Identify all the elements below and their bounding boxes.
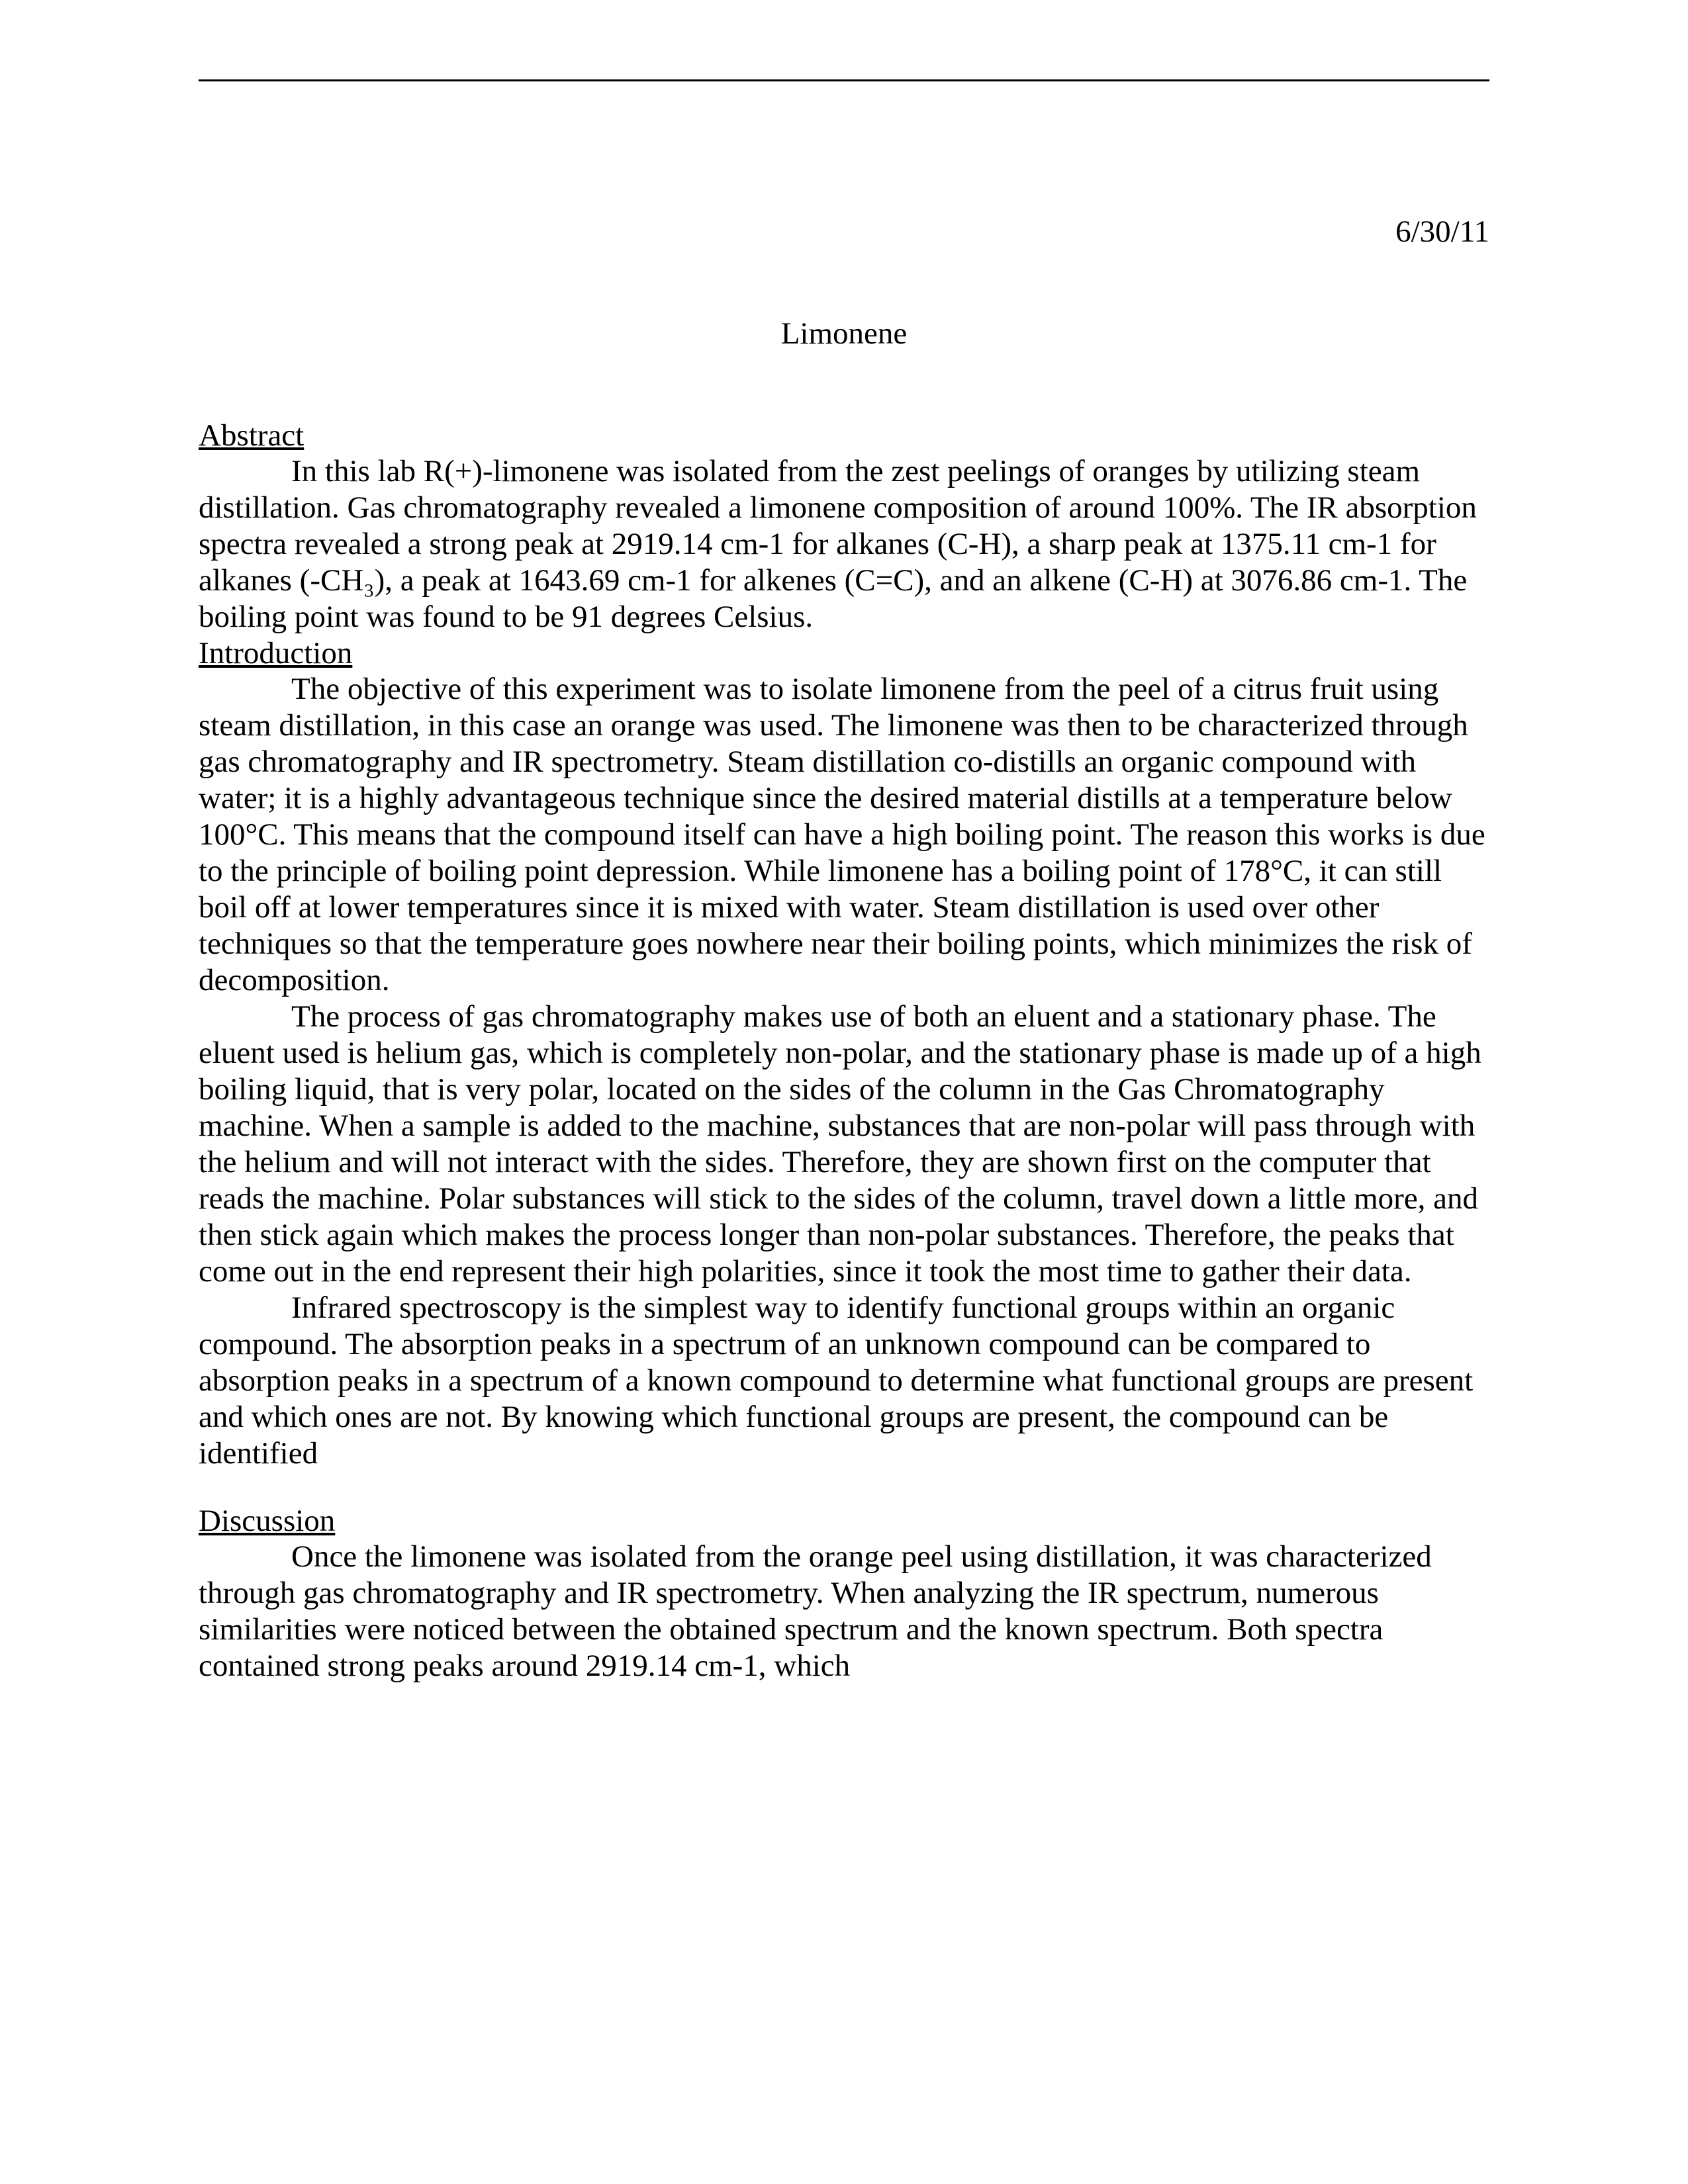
- document-title: Limonene: [199, 316, 1489, 351]
- section-spacer: [199, 1472, 1489, 1503]
- introduction-paragraph-1: The objective of this experiment was to …: [199, 671, 1489, 999]
- introduction-heading: Introduction: [199, 635, 1489, 671]
- abstract-paragraph: In this lab R(+)-limonene was isolated f…: [199, 453, 1489, 635]
- abstract-heading: Abstract: [199, 418, 1489, 453]
- discussion-heading: Discussion: [199, 1503, 1489, 1539]
- discussion-paragraph-1: Once the limonene was isolated from the …: [199, 1539, 1489, 1684]
- document-date: 6/30/11: [199, 214, 1489, 250]
- introduction-paragraph-2: The process of gas chromatography makes …: [199, 999, 1489, 1290]
- introduction-paragraph-3: Infrared spectroscopy is the simplest wa…: [199, 1290, 1489, 1472]
- top-rule: [199, 79, 1489, 81]
- document-page: 6/30/11 Limonene Abstract In this lab R(…: [0, 0, 1688, 1784]
